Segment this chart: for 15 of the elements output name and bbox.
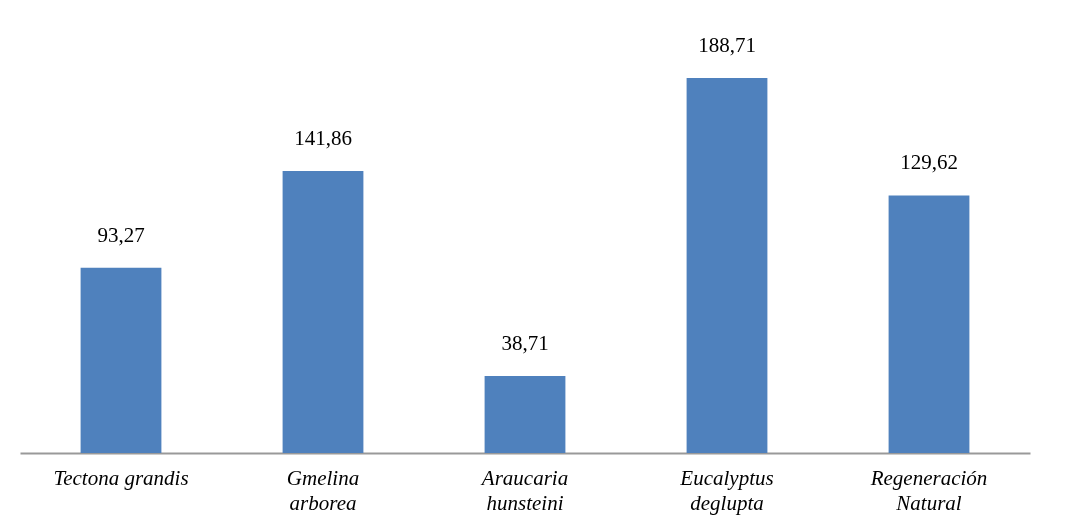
bar bbox=[282, 171, 364, 453]
bar bbox=[686, 78, 768, 453]
data-label: 38,71 bbox=[501, 331, 549, 356]
data-label: 141,86 bbox=[294, 126, 352, 151]
bar bbox=[888, 195, 970, 453]
x-tick-label: Tectona grandis bbox=[53, 465, 189, 490]
x-tick-label: Araucaria hunsteini bbox=[479, 465, 569, 515]
data-label: 188,71 bbox=[698, 33, 756, 57]
bar bbox=[484, 376, 566, 453]
data-label: 93,27 bbox=[97, 222, 145, 247]
data-label: 129,62 bbox=[900, 150, 958, 175]
x-tick-label: Gmelina arborea bbox=[286, 465, 360, 515]
x-tick-label: Eucalyptus deglupta bbox=[679, 465, 774, 515]
bar bbox=[80, 267, 162, 453]
x-tick-label: Regeneración Natural bbox=[869, 465, 988, 515]
